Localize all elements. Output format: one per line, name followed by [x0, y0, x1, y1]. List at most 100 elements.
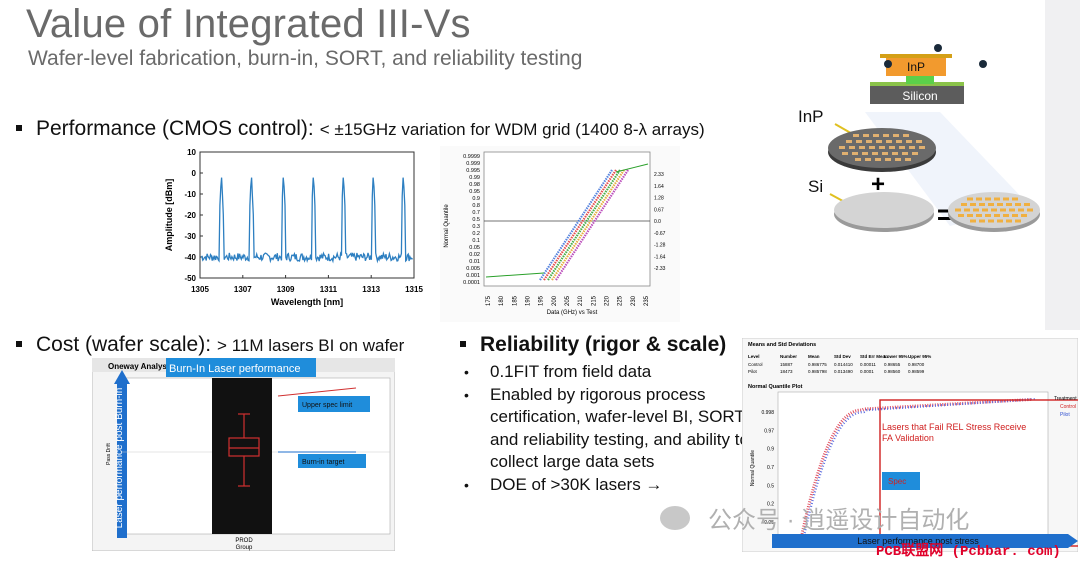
- x-tick-label: 225: [618, 295, 624, 306]
- inp-die: [852, 152, 858, 155]
- reliability-bullet: Reliability (rigor & scale) • 0.1FIT from…: [460, 333, 750, 496]
- table-cell: Control: [748, 362, 763, 367]
- y-tick-label: 0.5: [472, 217, 480, 223]
- y-tick-label: 0.9999: [463, 154, 480, 160]
- y-tick-label: 0: [192, 169, 197, 178]
- bonded-die: [970, 203, 976, 206]
- bonded-die: [1024, 203, 1030, 206]
- performance-heading: Performance (CMOS control):: [36, 117, 314, 140]
- inp-die: [855, 158, 861, 161]
- control-series: [800, 397, 1033, 535]
- legend-item-pilot: Pilot: [1060, 412, 1070, 418]
- bonded-die: [961, 203, 967, 206]
- bonded-die: [1000, 208, 1006, 212]
- inp-die: [869, 146, 875, 149]
- legend-item-control: Control: [1060, 404, 1076, 410]
- bonded-die: [982, 208, 988, 212]
- y-tick-label: -40: [184, 253, 196, 262]
- table-header-cell: Std Err Mean: [860, 354, 888, 359]
- y-tick-label: 0.99: [469, 175, 480, 181]
- inp-layer-label: InP: [907, 60, 925, 74]
- source-tag: PCB联盟网 (Pcbbar. com): [876, 544, 1061, 560]
- inp-die: [853, 134, 859, 137]
- inp-die: [919, 146, 925, 149]
- y-tick-label: 0.999: [466, 161, 480, 167]
- y-tick-label: 0.0001: [463, 280, 480, 286]
- cost-heading: Cost (wafer scale):: [36, 333, 212, 356]
- bonded-die: [988, 219, 994, 223]
- y-tick-label: 0.2: [767, 502, 774, 508]
- bonded-die: [988, 203, 994, 206]
- spectrum-trace: [200, 177, 413, 264]
- right-tick-label: 2.33: [654, 172, 664, 178]
- inp-die: [892, 152, 898, 155]
- fit-line-high: [615, 163, 649, 173]
- table-header-cell: Level: [748, 354, 760, 359]
- y-tick-label: 0.9: [767, 447, 774, 453]
- quantile-series-line: [555, 169, 629, 281]
- inp-die: [902, 152, 908, 155]
- x-tick-label: 210: [578, 295, 584, 306]
- bonded-die: [994, 214, 1000, 217]
- y-tick-label: 0.3: [472, 224, 480, 230]
- y-tick-label: -20: [184, 211, 196, 220]
- slide-subtitle: Wafer-level fabrication, burn-in, SORT, …: [28, 47, 583, 70]
- cost-bullet: Cost (wafer scale): > 11M lasers BI on w…: [16, 333, 404, 357]
- x-tick-label: 195: [539, 295, 545, 306]
- inp-die: [886, 140, 892, 143]
- table-header-cell: Mean: [808, 354, 820, 359]
- y-tick-label: -10: [184, 190, 196, 199]
- inp-die: [856, 140, 862, 143]
- plus-sign: +: [871, 171, 885, 198]
- x-tick-label: 1315: [405, 285, 423, 294]
- x-tick-label: 215: [591, 295, 597, 306]
- fit-line-low: [485, 272, 545, 278]
- quantile-ylabel: Normal Quantile: [444, 204, 450, 248]
- x-tick-label: 220: [605, 295, 611, 306]
- performance-bullet: Performance (CMOS control): < ±15GHz var…: [16, 117, 705, 141]
- table-cell: 0.0001: [860, 369, 874, 374]
- bonded-die: [976, 197, 982, 201]
- table-cell: 0.98700: [908, 362, 925, 367]
- table-cell: 0.00011: [860, 362, 876, 367]
- inp-die: [882, 152, 888, 155]
- bonded-die: [985, 214, 991, 217]
- inp-die: [875, 158, 881, 161]
- reliability-heading-row: Reliability (rigor & scale): [460, 333, 750, 357]
- bonded-die: [1003, 197, 1009, 201]
- bonded-die: [985, 197, 991, 201]
- x-tick-label: 235: [644, 295, 650, 306]
- inp-die: [912, 152, 918, 155]
- y-tick-label: 0.7: [767, 465, 774, 471]
- y-tick-label: 0.05: [764, 520, 774, 526]
- bonded-die: [1012, 214, 1018, 217]
- right-tick-label: -1.28: [654, 243, 666, 249]
- table-cell: 0.013490: [834, 369, 853, 374]
- inp-die: [859, 146, 865, 149]
- inp-die: [876, 140, 882, 143]
- bonded-die: [976, 214, 982, 217]
- burnin-banner: Burn-In Laser performance: [169, 363, 300, 375]
- table-header-cell: Number: [780, 354, 797, 359]
- quantile-series-line: [539, 169, 613, 281]
- bonded-die: [1015, 219, 1021, 223]
- quantile-chart: Normal Quantile Data (GHz) vs Test 0.999…: [440, 146, 680, 322]
- spec-label: Spec: [888, 477, 906, 486]
- inp-die: [909, 146, 915, 149]
- bonded-die: [1006, 203, 1012, 206]
- inp-die: [895, 158, 901, 161]
- bonded-die: [958, 214, 964, 217]
- upper-spec-label: Upper spec limit: [302, 402, 352, 409]
- y-tick-label: 0.001: [466, 273, 480, 279]
- inp-die: [879, 146, 885, 149]
- spectrum-xlabel: Wavelength [nm]: [271, 297, 343, 307]
- cost-detail: > 11M lasers BI on wafer: [217, 336, 405, 355]
- rel-arrow-label: Laser performance post stress: [857, 536, 979, 546]
- bonded-die: [1021, 214, 1027, 217]
- watermark: 公众号 · 逍遥设计自动化: [660, 500, 969, 535]
- x-tick-label: 185: [512, 295, 518, 306]
- y-tick-label: 0.8: [472, 203, 480, 209]
- inp-die: [893, 134, 899, 137]
- y-tick-label: 0.98: [469, 182, 480, 188]
- y-tick-label: 0.5: [767, 483, 774, 489]
